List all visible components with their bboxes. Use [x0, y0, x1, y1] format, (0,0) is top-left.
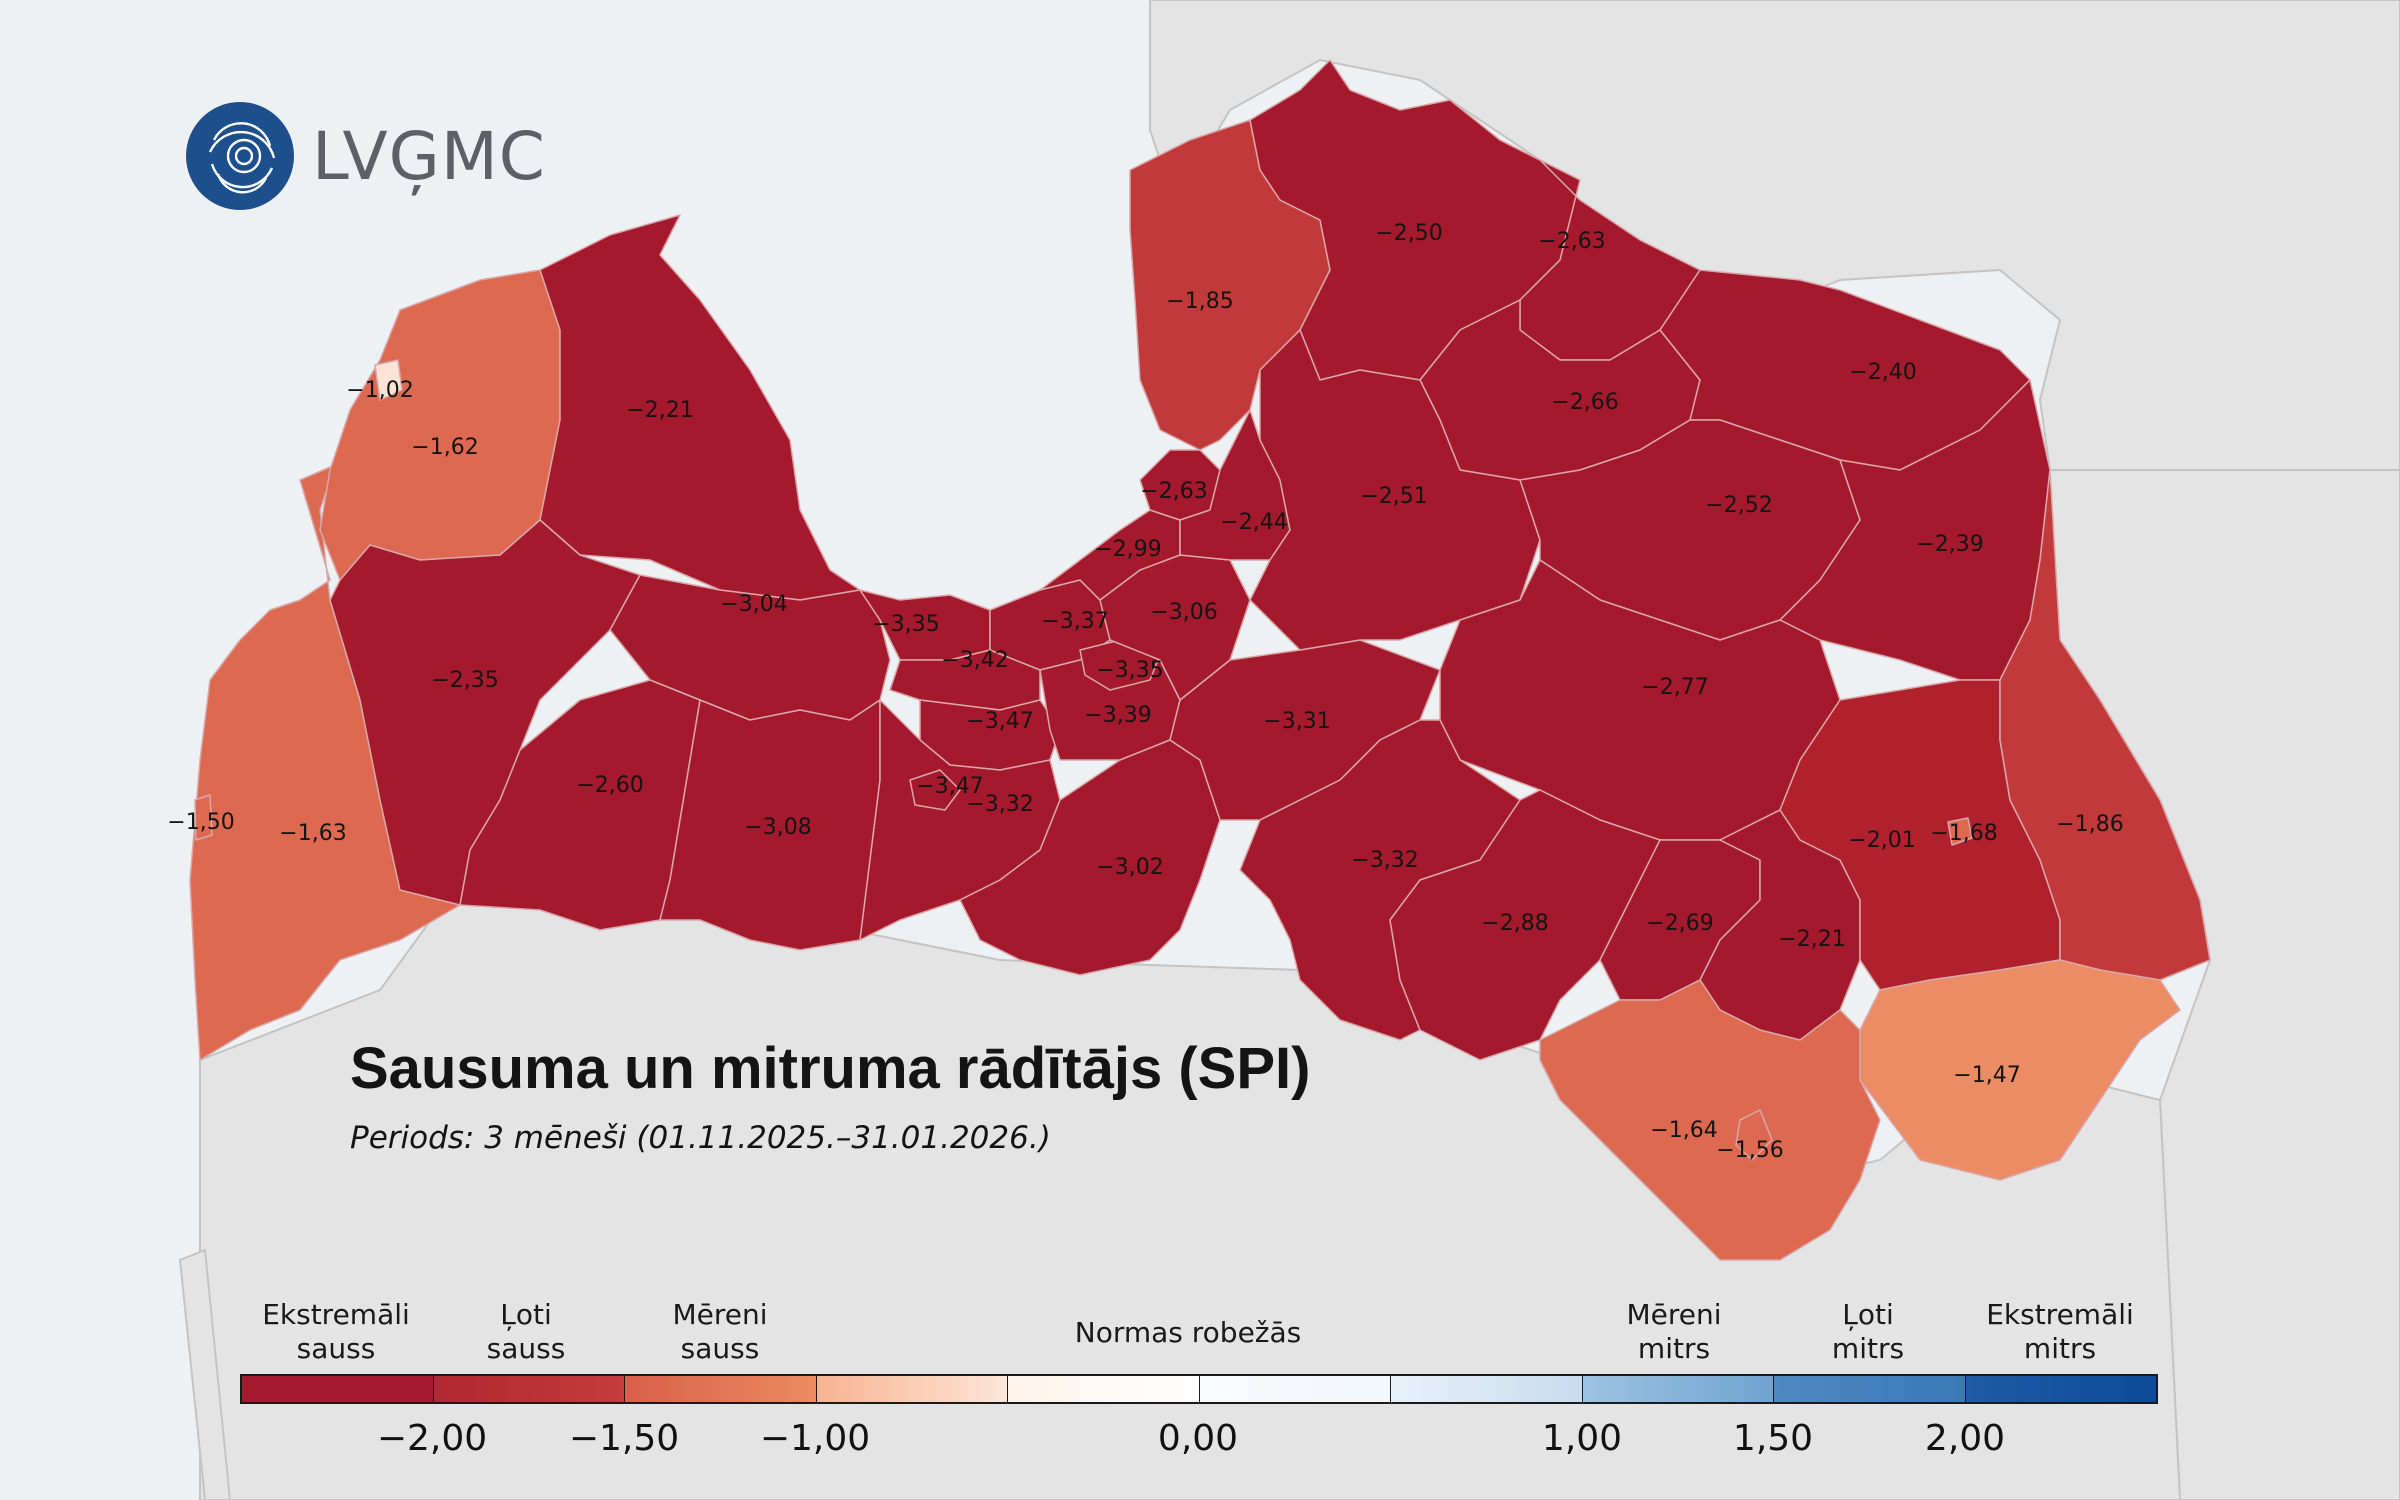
value-label: −3,35	[1096, 658, 1163, 683]
legend-tick: 2,00	[1924, 1418, 2006, 1459]
value-label: −1,56	[1716, 1138, 1783, 1163]
value-label: −3,37	[1041, 609, 1108, 634]
value-label: −3,04	[720, 592, 787, 617]
lvgmc-logo-icon	[186, 102, 294, 210]
region-liepaja-city	[194, 794, 213, 841]
region-jekabpils	[1389, 789, 1661, 1061]
value-label: −1,62	[411, 435, 478, 460]
value-label: −2,52	[1705, 493, 1772, 518]
value-label: −3,06	[1150, 600, 1217, 625]
region-kraslava	[1859, 959, 2181, 1181]
value-label: −3,32	[1351, 848, 1418, 873]
region-rezekne-city	[1947, 817, 1973, 846]
region-ventspils	[539, 214, 861, 601]
value-label: −2,35	[431, 668, 498, 693]
legend-bin	[432, 1376, 624, 1402]
value-label: −2,99	[1094, 537, 1161, 562]
value-label: −2,21	[1778, 927, 1845, 952]
latvia-regions	[189, 59, 2211, 1261]
legend-tick: −1,50	[568, 1418, 680, 1459]
value-label: −3,42	[941, 648, 1008, 673]
legend-category-extremely-wet: Ekstremāli mitrs	[1986, 1298, 2134, 1365]
legend-bin	[1773, 1376, 1965, 1402]
value-label: −1,02	[346, 378, 413, 403]
value-labels: −2,21 −1,85 −2,50 −2,63 −1,02 −1,62 −2,6…	[167, 221, 2123, 1163]
value-label: −1,68	[1930, 821, 1997, 846]
map-subtitle: Periods: 3 mēneši (01.11.2025.–31.01.202…	[350, 1120, 1051, 1156]
legend-bin	[624, 1376, 816, 1402]
legend-bin	[1964, 1376, 2156, 1402]
value-label: −1,64	[1650, 1118, 1717, 1143]
legend-category-moderately-dry: Mēreni sauss	[672, 1298, 768, 1365]
region-ventspils-city	[374, 359, 403, 401]
value-label: −2,63	[1538, 229, 1605, 254]
legend-bin	[1007, 1376, 1199, 1402]
legend-tick: 1,50	[1732, 1418, 1814, 1459]
value-label: −2,60	[576, 773, 643, 798]
value-label: −2,39	[1916, 532, 1983, 557]
legend-category-very-wet: Ļoti mitrs	[1831, 1298, 1905, 1365]
legend-category-normal: Normas robežās	[1074, 1316, 1302, 1349]
value-label: −1,86	[2056, 812, 2123, 837]
value-label: −2,51	[1360, 484, 1427, 509]
value-label: −2,69	[1646, 911, 1713, 936]
legend-bin	[1198, 1376, 1390, 1402]
value-label: −3,47	[916, 774, 983, 799]
legend-bin	[1581, 1376, 1773, 1402]
region-bauska	[959, 739, 1221, 976]
legend-category-very-dry: Ļoti sauss	[486, 1298, 566, 1365]
legend-tick: 1,00	[1541, 1418, 1623, 1459]
region-ludza	[1999, 469, 2211, 981]
legend-tick: −1,00	[759, 1418, 871, 1459]
map-title: Sausuma un mitruma rādītājs (SPI)	[350, 1036, 1311, 1101]
value-label: −1,50	[167, 810, 234, 835]
value-label: −3,02	[1096, 855, 1163, 880]
region-daugavpils-city	[1735, 1109, 1773, 1161]
value-label: −3,32	[966, 792, 1033, 817]
logo-text: LVĢMC	[312, 117, 546, 195]
value-label: −1,47	[1953, 1063, 2020, 1088]
value-label: −2,40	[1849, 360, 1916, 385]
value-label: −3,31	[1263, 709, 1330, 734]
legend-tick: 0,00	[1157, 1418, 1239, 1459]
value-label: −2,50	[1375, 221, 1442, 246]
value-label: −2,88	[1481, 911, 1548, 936]
value-label: −2,77	[1641, 675, 1708, 700]
region-saldus	[329, 519, 641, 906]
value-label: −2,66	[1551, 390, 1618, 415]
legend-category-extremely-dry: Ekstremāli sauss	[262, 1298, 410, 1365]
value-label: −2,63	[1140, 479, 1207, 504]
curonian-spit	[178, 1248, 232, 1500]
value-label: −2,44	[1220, 510, 1287, 535]
value-label: −2,01	[1848, 828, 1915, 853]
legend-tick: −2,00	[376, 1418, 488, 1459]
legend-bin	[242, 1376, 433, 1402]
region-augsdaugava	[1539, 979, 1881, 1261]
legend-color-bar	[240, 1374, 2158, 1404]
value-label: −3,35	[872, 612, 939, 637]
value-label: −3,08	[744, 815, 811, 840]
region-jelgava-city	[909, 769, 961, 811]
legend-bin	[815, 1376, 1007, 1402]
value-label: −3,39	[1084, 703, 1151, 728]
value-label: −1,63	[279, 821, 346, 846]
legend-bin	[1390, 1376, 1582, 1402]
value-label: −3,47	[966, 709, 1033, 734]
lvgmc-logo: LVĢMC	[184, 100, 546, 212]
legend-category-moderately-wet: Mēreni mitrs	[1626, 1298, 1722, 1365]
value-label: −2,21	[626, 398, 693, 423]
value-label: −1,85	[1166, 289, 1233, 314]
region-dobele	[659, 699, 881, 951]
